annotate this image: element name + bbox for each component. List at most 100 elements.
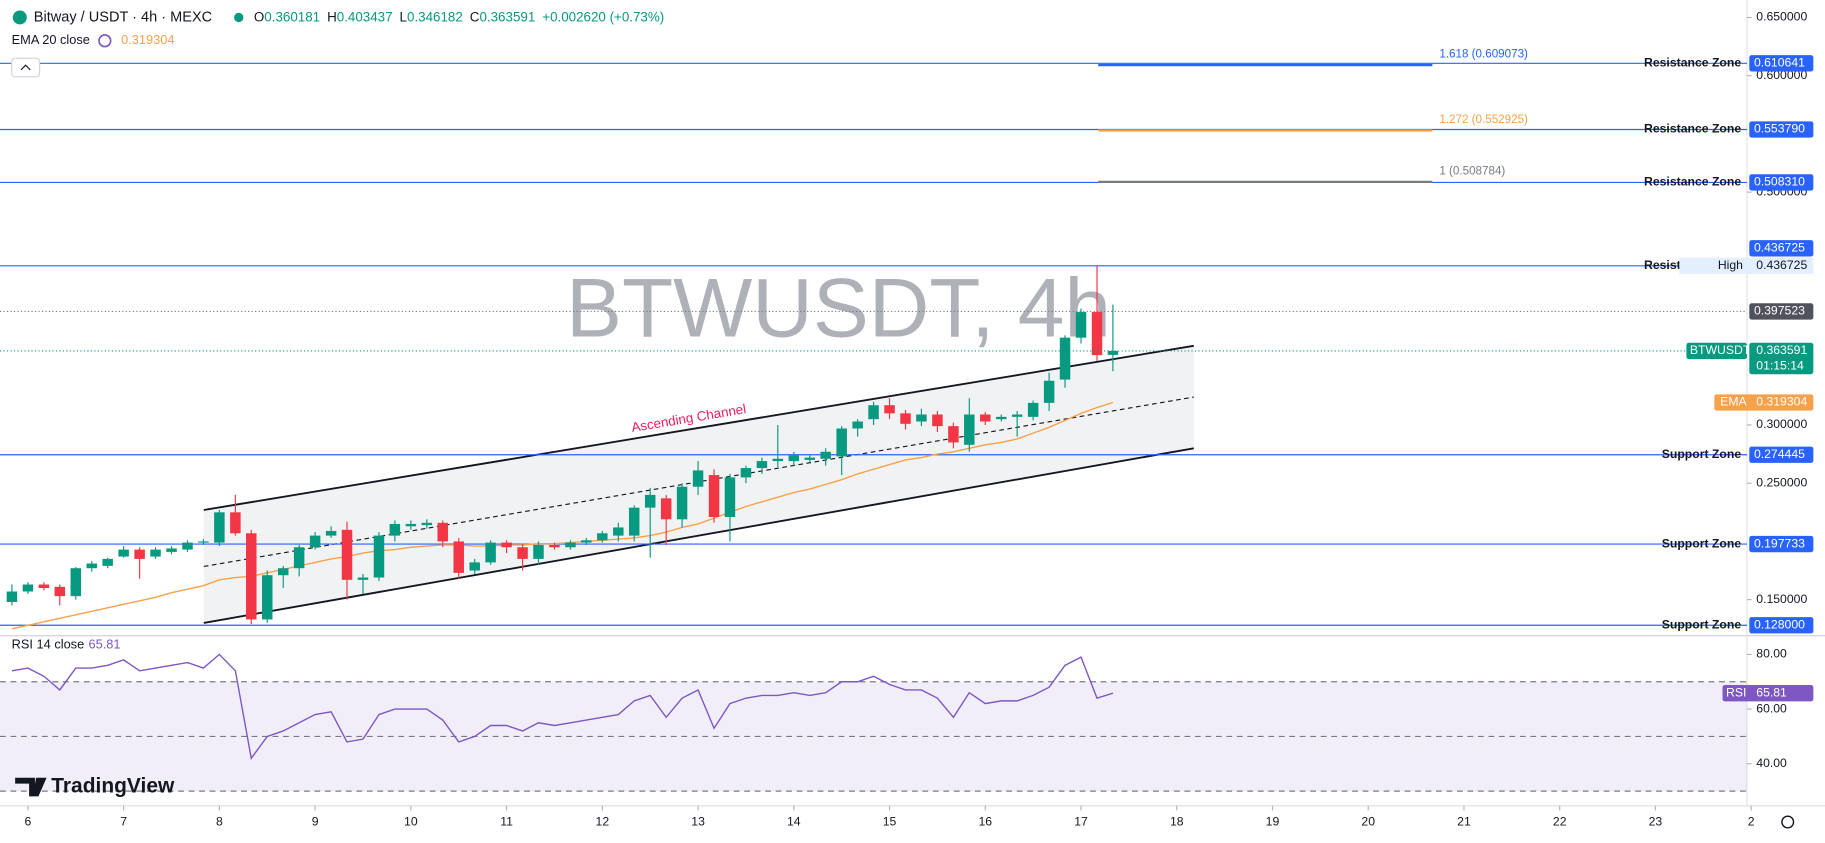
candle-body	[182, 542, 193, 550]
fib-label: 1.272 (0.552925)	[1439, 113, 1528, 126]
candle-body	[660, 498, 672, 520]
candle-body	[22, 584, 34, 592]
ohlc-legend: O0.360181 H0.403437 L0.346182 C0.363591 +0.0…	[254, 9, 664, 24]
rsi-tick-label: 80.00	[1756, 647, 1787, 661]
price-tag	[1749, 342, 1814, 375]
candle-body	[916, 414, 927, 422]
zone-tag	[1749, 55, 1814, 72]
candle-body	[485, 542, 496, 563]
zone-tag-label: 0.508310	[1754, 175, 1805, 189]
high-tag	[1679, 257, 1814, 274]
x-tick-label: 16	[978, 814, 992, 828]
candle-body	[357, 577, 369, 580]
candle-body	[437, 522, 448, 542]
x-tick-label: 2	[1748, 814, 1755, 828]
channel-mid	[203, 396, 1194, 568]
zone-tag	[1749, 446, 1814, 463]
candle-body	[533, 544, 544, 559]
rsi-legend-name: RSI 14 close	[12, 636, 85, 651]
candle-body	[230, 512, 241, 534]
symbol-title: Bitway / USDT · 4h · MEXC	[34, 9, 212, 25]
fib-label: 1.618 (0.609073)	[1439, 48, 1528, 61]
settings-button[interactable]	[1781, 815, 1795, 829]
candle-body	[708, 475, 720, 517]
candle-body	[102, 558, 113, 566]
candle-body	[341, 529, 353, 580]
candle-body	[964, 414, 975, 445]
candle-body	[644, 494, 656, 508]
zone-tag-label: 0.274445	[1754, 447, 1805, 461]
candle-body	[6, 591, 18, 602]
candle-body	[469, 562, 480, 571]
zone-label: Support Zone	[1662, 617, 1742, 631]
candle-body	[246, 533, 257, 620]
candle-body	[772, 458, 784, 462]
brand-logo	[15, 777, 47, 797]
zone-label: Support Zone	[1662, 536, 1742, 550]
ema-tag-value: 0.319304	[1756, 395, 1807, 409]
x-tick-label: 19	[1266, 814, 1280, 828]
price-tag-value: 0.363591	[1756, 343, 1807, 357]
candle-body	[118, 549, 129, 557]
zone-label: Support Zone	[1662, 447, 1742, 461]
candle-body	[756, 461, 768, 469]
rsi-line	[11, 653, 1114, 761]
high-tag-value: 0.436725	[1756, 258, 1807, 272]
y-tick-label: 0.250000	[1756, 475, 1807, 489]
candle-body	[804, 457, 816, 460]
status-dot	[234, 12, 244, 23]
y-tick-label: 0.300000	[1756, 417, 1807, 431]
candle-body	[150, 549, 161, 557]
y-tick-label: 0.650000	[1756, 10, 1807, 24]
candle-body	[54, 586, 66, 597]
price-tag-name-bg	[1686, 342, 1747, 360]
candle-body	[868, 405, 879, 420]
candle-body	[884, 405, 895, 414]
candle-body	[86, 563, 98, 569]
x-tick-label: 12	[596, 814, 610, 828]
x-tick-label: 10	[404, 814, 418, 828]
rsi-tag	[1722, 685, 1814, 702]
price-tag-countdown: 01:15:14	[1756, 358, 1804, 372]
candle-body	[549, 544, 560, 548]
candle-body	[628, 507, 640, 536]
candle-body	[980, 414, 991, 422]
high-tag-name: High	[1718, 258, 1743, 272]
zone-tag	[1749, 174, 1814, 191]
ohlc-value: 0.346182	[407, 9, 463, 24]
zone-tag-label: 0.553790	[1754, 122, 1805, 136]
legend: Bitway / USDT · 4h · MEXC O0.360181 H0.40…	[11, 9, 1795, 829]
candle-body	[134, 549, 145, 559]
candle-body	[676, 486, 688, 520]
zone-label: Resistance Zone	[1644, 122, 1741, 136]
zone-tag-label: 0.610641	[1754, 56, 1805, 70]
candle-body	[836, 428, 847, 457]
rsi-pane	[0, 653, 1747, 792]
watermark: BTWUSDT, 4h	[566, 261, 1111, 355]
x-tick-label: 9	[312, 814, 319, 828]
rsi-legend-value: 65.81	[89, 636, 121, 651]
ema-legend-name: EMA 20 close	[12, 32, 90, 47]
candle-body	[1075, 312, 1087, 338]
zone-tag	[1749, 121, 1814, 138]
candle-body	[613, 527, 624, 536]
rsi-tag-value: 65.81	[1756, 685, 1787, 699]
prev-price-tag	[1749, 303, 1814, 320]
candle-body	[581, 540, 592, 543]
collapse-button[interactable]	[11, 57, 41, 78]
candle-body	[788, 455, 800, 462]
zone-tag-label: 0.128000	[1754, 617, 1805, 631]
x-tick-label: 8	[216, 814, 223, 828]
candle-body	[996, 416, 1007, 420]
x-tick-label: 21	[1457, 814, 1471, 828]
ohlc-value: 0.360181	[264, 9, 320, 24]
rsi-tag-name: RSI	[1726, 685, 1746, 699]
candle-body	[501, 542, 512, 548]
candle-body	[293, 547, 305, 569]
candle-body	[166, 548, 177, 552]
candle-body	[214, 512, 225, 543]
ohlc-value: 0.363591	[479, 9, 535, 24]
ema-icon	[98, 34, 112, 48]
zone-tag	[1749, 617, 1814, 634]
ohlc-key: H	[327, 9, 337, 24]
